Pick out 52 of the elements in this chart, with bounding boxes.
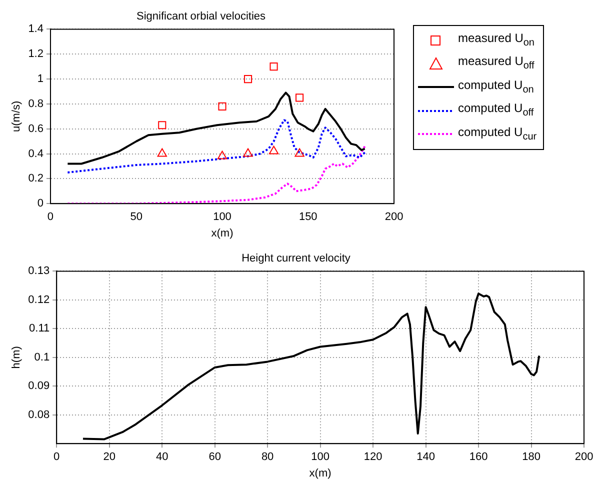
y-tick-label: 0.2 [28, 172, 44, 185]
legend-label: computed U$_{off}$ [458, 100, 534, 121]
y-tick-label: 0.6 [28, 122, 44, 135]
y-tick-label: 0.08 [28, 408, 50, 421]
point [158, 121, 166, 130]
legend-label: measured U$_{off}$ [458, 53, 534, 74]
x-tick-label: 120 [364, 451, 382, 464]
point [157, 148, 167, 157]
y-tick-label: 0.1 [34, 351, 50, 364]
x-tick-label: 60 [208, 451, 221, 464]
point [270, 62, 278, 71]
line-series [66, 145, 366, 204]
x-tick-label: 200 [384, 211, 404, 224]
point [296, 94, 304, 102]
x-axis-title: x(m) [211, 227, 234, 240]
y-axis-title: h(m) [10, 346, 23, 369]
x-tick-label: 150 [298, 211, 318, 224]
x-tick-label: 100 [213, 211, 232, 224]
line-series [66, 119, 366, 174]
point [244, 74, 252, 84]
y-tick-label: 1 [37, 73, 44, 86]
chart-title: Significant orbial velocities [136, 10, 266, 23]
x-tick-label: 160 [469, 451, 488, 464]
legend-label: computed U$_{cur}$ [458, 124, 537, 144]
point [218, 102, 226, 110]
point [294, 148, 304, 157]
y-tick-label: 0.8 [28, 98, 44, 110]
x-tick-label: 40 [156, 451, 168, 464]
x-tick-label: 200 [574, 451, 594, 464]
y-tick-label: 0.4 [28, 148, 44, 160]
x-tick-label: 180 [522, 451, 540, 464]
x-tick-label: 80 [261, 451, 274, 464]
y-tick-label: 0.12 [28, 294, 50, 306]
y-tick-label: 0.09 [28, 380, 50, 392]
x-tick-label: 100 [311, 451, 330, 464]
y-axis-title: u(m/s) [10, 100, 23, 132]
y-tick-label: 0.13 [28, 265, 50, 278]
x-tick-label: 140 [416, 451, 435, 464]
x-tick-label: 0 [54, 451, 60, 464]
point [217, 150, 228, 160]
x-tick-label: 50 [130, 211, 142, 224]
point [243, 148, 253, 157]
x-axis-title: x(m) [309, 467, 332, 480]
legend-label: computed U$_{on}$ [458, 76, 534, 98]
point [268, 146, 279, 154]
chart-title: Height current velocity [242, 252, 351, 265]
x-tick-label: 20 [103, 451, 116, 464]
y-tick-label: 0 [37, 198, 44, 210]
legend-label: measured U$_{on}$ [458, 30, 534, 50]
y-tick-label: 0.11 [29, 322, 50, 335]
y-tick-label: 1.4 [28, 23, 44, 36]
y-tick-label: 1.2 [28, 48, 44, 60]
